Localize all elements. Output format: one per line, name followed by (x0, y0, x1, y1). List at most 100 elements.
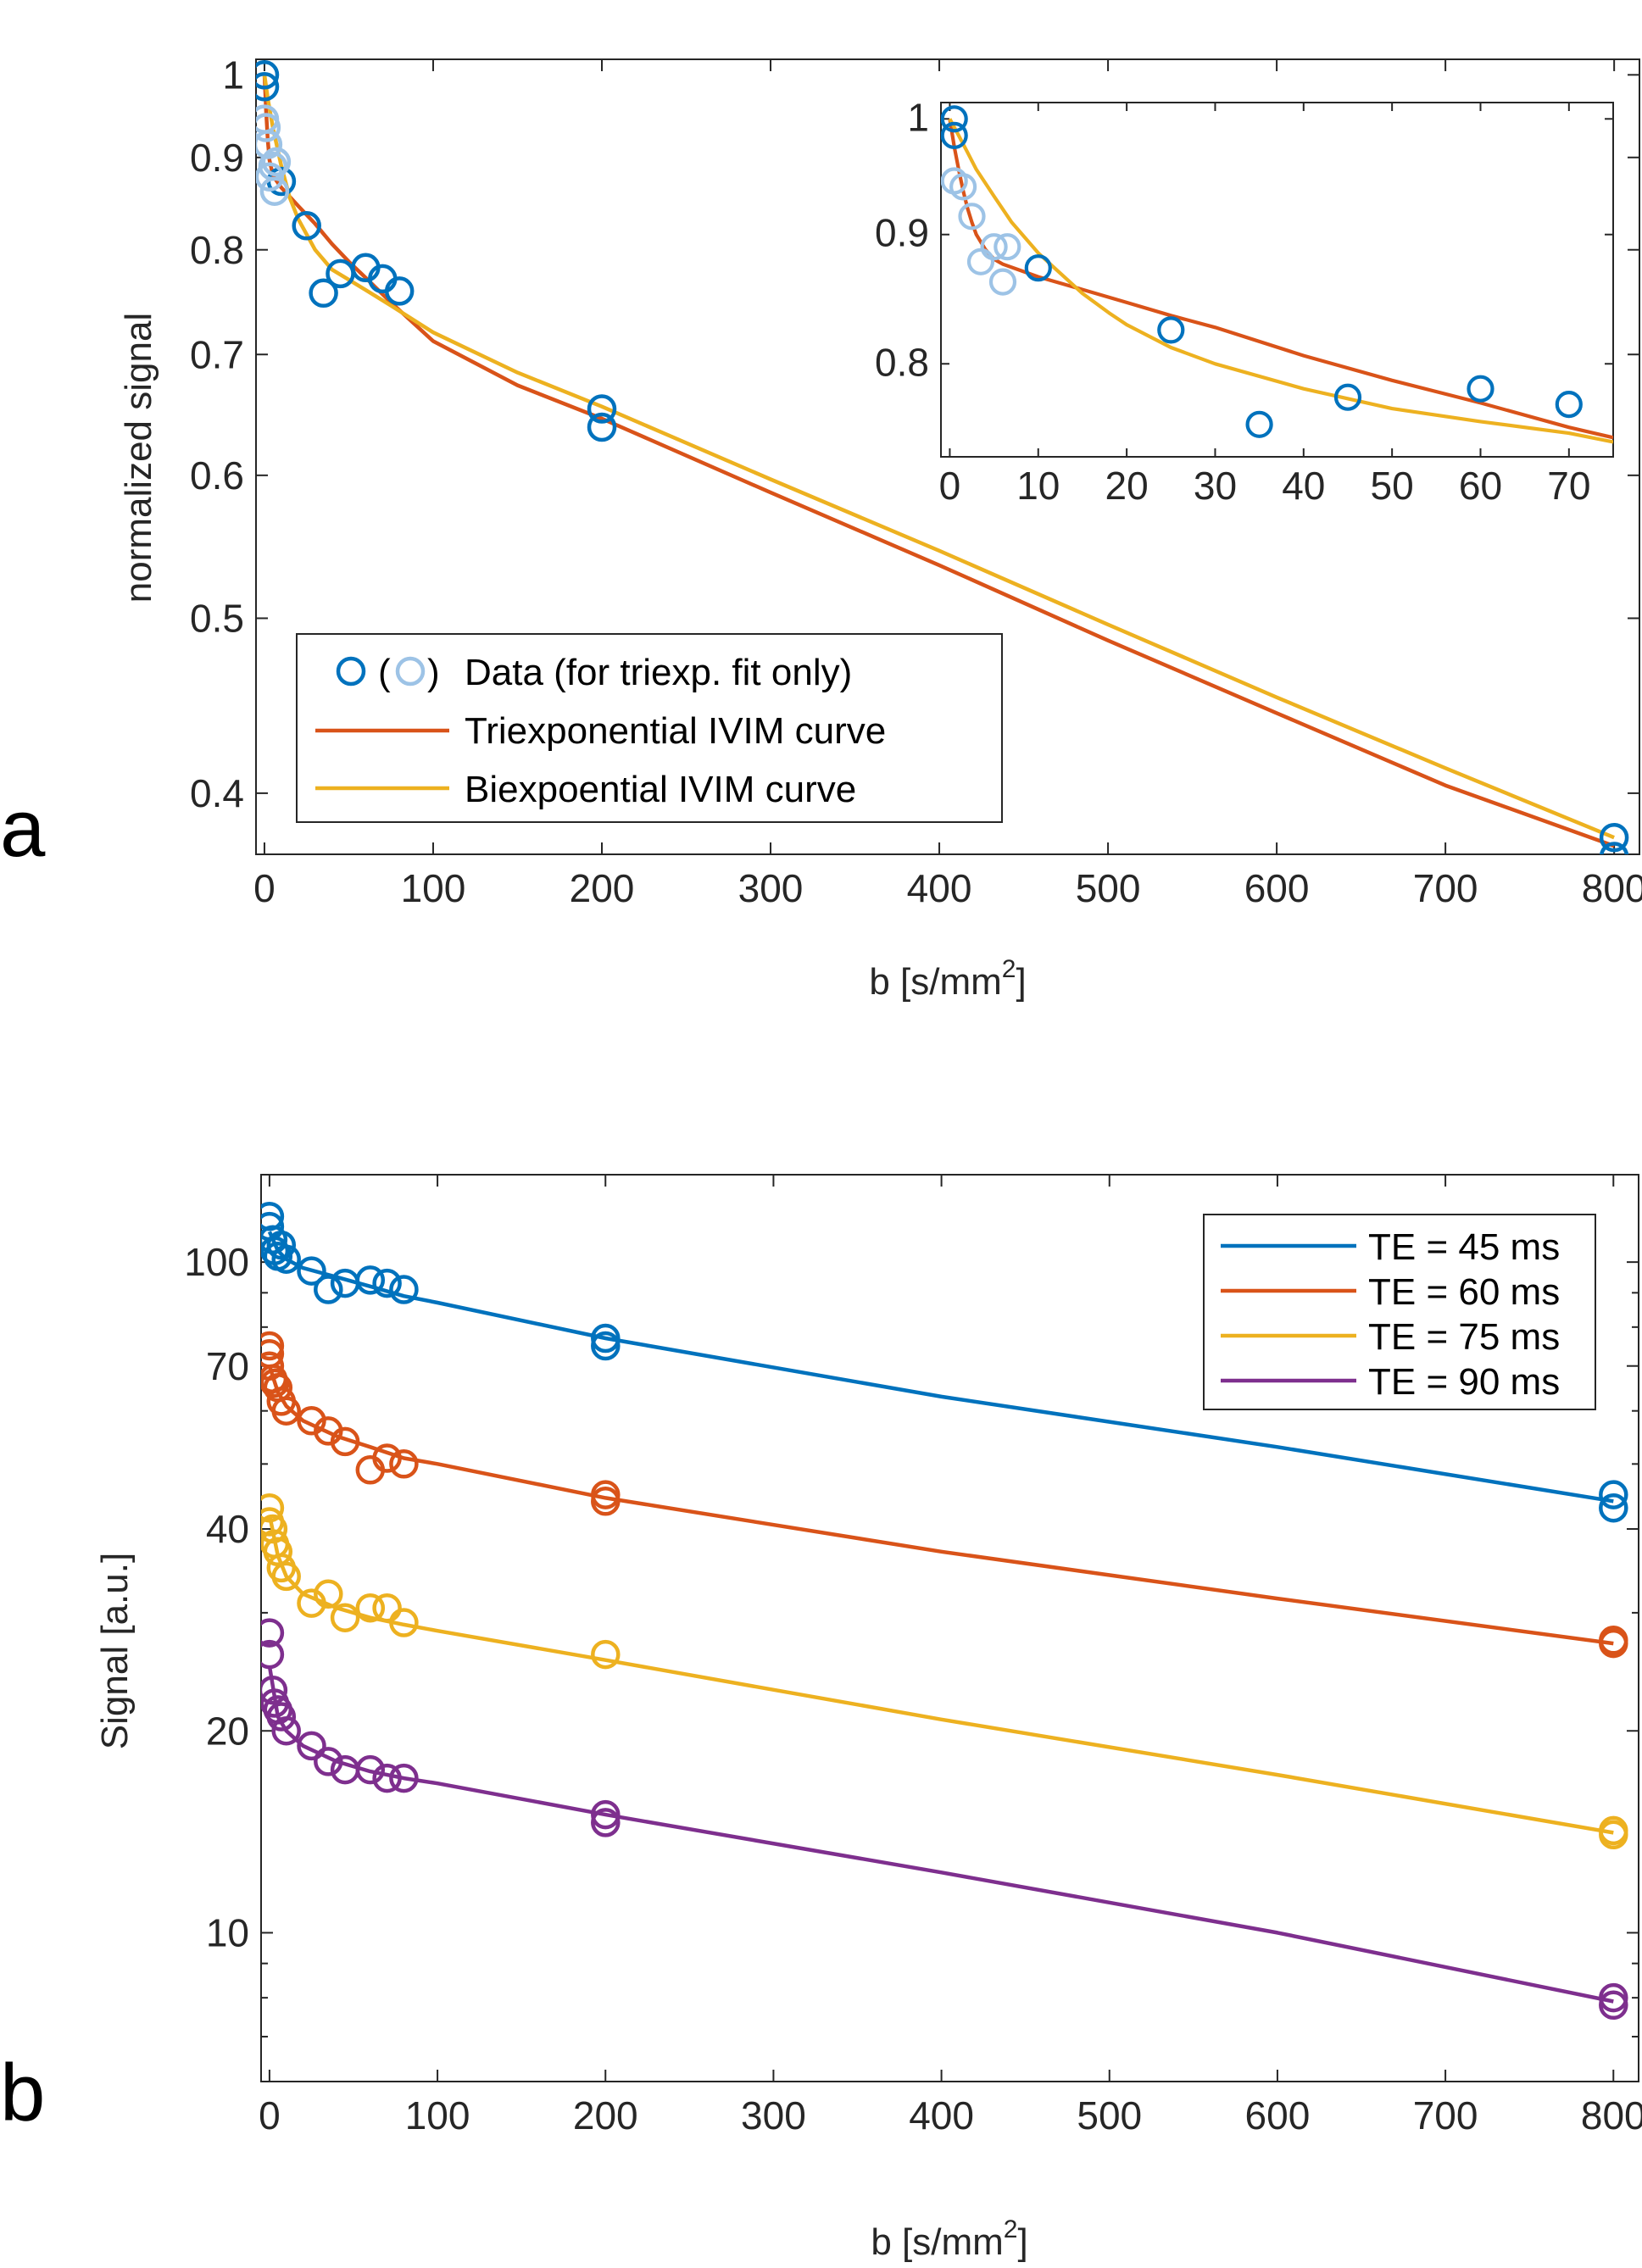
panel-b-te-90-ms-point (1599, 1990, 1628, 2021)
panel-a-data-excluded-point (256, 113, 281, 142)
panel-a-data-point (587, 412, 617, 442)
panel-a-inset: 0 10 20 30 40 50 60 70 0.8 0.9 1 (875, 95, 1614, 508)
panel-b-te-90-ms-point (314, 1747, 343, 1776)
panel-a-data-excluded-point (256, 130, 283, 159)
legend-te90-label: TE = 90 ms (1368, 1361, 1560, 1403)
panel-b-te-75-ms-point (372, 1593, 402, 1623)
legend-triexp-label: Triexponential IVIM curve (465, 710, 886, 752)
panel-a-inset-x-tick-label: 70 (1547, 464, 1590, 508)
panel-b-y-tick-label: 40 (206, 1507, 249, 1551)
panel-a-inset-data-point (1245, 410, 1273, 438)
panel-a-points (256, 60, 1629, 854)
panel-b-te-60-ms-point (389, 1449, 419, 1479)
panel-b-te-90-ms-point (261, 1675, 288, 1705)
panel-a-y-tick-label: 0.9 (190, 136, 244, 180)
panel-a-inset-data-point (1024, 254, 1052, 282)
legend-biexp-label: Biexpoential IVIM curve (465, 769, 856, 810)
legend-data-marker-light (395, 656, 426, 687)
panel-a-legend: ( ) Data (for triexp. fit only) Triexpon… (296, 633, 1003, 823)
panel-a-y-tick-label: 1 (222, 53, 244, 97)
panel-b-te-75-ms-point (389, 1608, 419, 1637)
panel-b-x-tick-label: 800 (1581, 2093, 1642, 2137)
panel-b: 0 100 200 300 400 500 600 700 800 10 20 40 70 100 b [… (0, 1174, 1642, 2263)
panel-a-ticks: 0 100 200 300 400 500 600 700 8000.40.50.60.70.8… (190, 53, 1642, 910)
panel-a-inset-data-excluded-point (994, 233, 1021, 261)
panel-b-te-75-ms-point (271, 1561, 301, 1592)
panel-a-x-axis-label: b [s/mm2] (869, 955, 1026, 1003)
panel-b-te-90-ms-point (266, 1702, 297, 1732)
panel-b-te-90-ms-point (261, 1618, 285, 1648)
panel-b-te-60-ms-line (267, 1365, 1614, 1646)
panel-a-triexponential-ivim-curve-line (262, 75, 1615, 848)
inset-ticks: 0 10 20 30 40 50 60 70 0.8 0.9 1 (875, 95, 1613, 508)
panel-a-inset-biexpoential-ivim-curve-line (948, 118, 1613, 444)
panel-a-inset-data-point (1467, 375, 1494, 403)
panel-a-inset-x-tick-label: 20 (1105, 464, 1149, 508)
panel-a-inset-x-tick-label: 40 (1282, 464, 1325, 508)
panel-b-y-tick-label: 20 (206, 1709, 249, 1753)
panel-b-x-tick-label: 300 (741, 2093, 806, 2137)
panel-b-te-45-ms-point (271, 1244, 301, 1274)
panel-b-te-75-ms-point (355, 1593, 386, 1623)
panel-b-te-45-ms-point (355, 1265, 386, 1295)
panel-a-inset-data-excluded-point (988, 268, 1017, 296)
panel-a-data-point (292, 211, 321, 241)
panel-b-y-tick-label: 100 (184, 1240, 249, 1284)
legend-paren-open: ( (378, 652, 391, 693)
panel-b-te-60-ms-point (1599, 1626, 1628, 1655)
panel-b-legend: TE = 45 ms TE = 60 ms TE = 75 ms TE = 90… (1203, 1214, 1596, 1410)
legend-data-label: Data (for triexp. fit only) (465, 652, 852, 693)
panel-a-x-tick-label: 700 (1413, 866, 1478, 910)
panel-a-legend-box (296, 633, 1003, 823)
inset-curves (948, 118, 1613, 444)
panel-a-letter: a (0, 783, 46, 874)
panel-b-te-75-ms-point (261, 1493, 285, 1523)
panel-b-y-tick-label: 10 (206, 1911, 249, 1955)
panel-a-y-tick-label: 0.7 (190, 332, 244, 376)
panel-b-x-tick-label: 0 (259, 2093, 281, 2137)
panel-b-x-tick-label: 700 (1413, 2093, 1478, 2137)
panel-b-te-60-ms-point (261, 1331, 285, 1361)
panel-a-inset-x-tick-label: 10 (1016, 464, 1060, 508)
panel-a-data-point (256, 60, 280, 90)
panel-b-te-75-ms-point (297, 1588, 326, 1618)
panel-a-y-tick-label: 0.5 (190, 597, 244, 641)
panel-a-y-tick-label: 0.8 (190, 228, 244, 272)
panel-b-te-90-ms-point (591, 1799, 621, 1830)
panel-b-te-45-ms-point (314, 1275, 343, 1304)
panel-a-inset-triexponential-ivim-curve-line (948, 118, 1613, 440)
panel-a-inset-x-tick-label: 30 (1194, 464, 1237, 508)
panel-b-te-60-ms-point (261, 1368, 290, 1398)
panel-a-inset-x-tick-label: 50 (1371, 464, 1414, 508)
panel-a-inset-data-point (941, 121, 968, 149)
panel-b-te-60-ms-point (271, 1396, 301, 1426)
panel-b-y-tick-label: 70 (206, 1344, 249, 1388)
panel-a-data-excluded-point (259, 176, 290, 206)
panel-a-x-tick-label: 200 (570, 866, 635, 910)
panel-a-inset-data-excluded-point (980, 233, 1008, 261)
panel-b-te-75-ms-point (314, 1579, 343, 1609)
panel-b-ticks: 0 100 200 300 400 500 600 700 800 10 20 40 70 100 (184, 1175, 1642, 2137)
panel-b-te-90-ms-point (372, 1763, 402, 1793)
panel-b-y-axis-label: Signal [a.u.] (94, 1553, 136, 1749)
panel-b-te-45-ms-point (1599, 1480, 1628, 1509)
panel-b-te-90-ms-point (1599, 1982, 1628, 2013)
panel-a-inset-data-point (1555, 391, 1583, 419)
panel-b-x-tick-label: 500 (1077, 2093, 1142, 2137)
panel-b-te-90-ms-point (271, 1715, 301, 1746)
panel-b-letter: b (0, 2048, 45, 2138)
panel-b-te-45-ms-point (1599, 1493, 1628, 1523)
panel-a-x-tick-label: 300 (738, 866, 804, 910)
panel-b-te-60-ms-point (372, 1443, 402, 1473)
panel-a-inset-data-excluded-point (958, 203, 986, 231)
panel-a: 0 100 200 300 400 500 600 700 8000.40.50.60.70.8… (0, 53, 1642, 1003)
legend-data-marker-dark (336, 656, 366, 687)
panel-b-te-45-ms-point (591, 1331, 621, 1361)
panel-b-te-90-ms-point (389, 1763, 419, 1793)
panel-a-inset-y-tick-label: 1 (907, 95, 929, 139)
inset-points (941, 105, 1583, 438)
panel-a-x-tick-label: 600 (1244, 866, 1310, 910)
panel-a-x-tick-label: 0 (253, 866, 276, 910)
panel-a-data-point (1599, 822, 1629, 853)
